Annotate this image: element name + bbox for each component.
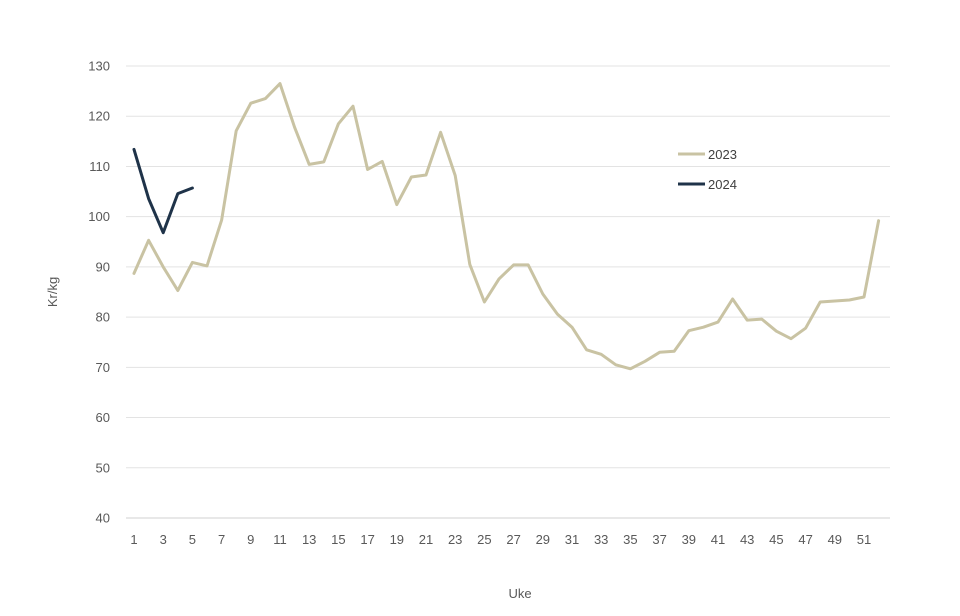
- x-tick-label: 51: [857, 532, 871, 547]
- x-tick-label: 29: [536, 532, 550, 547]
- y-tick-label: 100: [88, 209, 110, 224]
- x-tick-label: 33: [594, 532, 608, 547]
- x-tick-label: 27: [506, 532, 520, 547]
- series-line-2023: [132, 82, 881, 371]
- legend-label-2023: 2023: [708, 147, 737, 162]
- x-tick-label: 19: [390, 532, 404, 547]
- x-tick-label: 17: [360, 532, 374, 547]
- y-tick-label: 50: [96, 460, 110, 475]
- y-axis-ticks: 40 50 60 70 80 90 100 110 120 130: [88, 59, 110, 526]
- x-tick-label: 41: [711, 532, 725, 547]
- x-tick-label: 31: [565, 532, 579, 547]
- x-tick-label: 37: [652, 532, 666, 547]
- y-axis-title: Kr/kg: [45, 277, 60, 307]
- y-tick-label: 80: [96, 310, 110, 325]
- y-tick-label: 120: [88, 109, 110, 124]
- x-axis-title: Uke: [508, 586, 531, 601]
- x-axis-ticks: 1 3 5 7 9 11 13 15 17 19 21 23 25 27 29 31 33 35 37 39 41 43 4…: [130, 532, 871, 547]
- x-tick-label: 49: [828, 532, 842, 547]
- x-tick-label: 47: [798, 532, 812, 547]
- x-tick-label: 9: [247, 532, 254, 547]
- x-tick-label: 43: [740, 532, 754, 547]
- series-line-2024: [132, 147, 194, 235]
- x-tick-label: 13: [302, 532, 316, 547]
- y-tick-label: 60: [96, 410, 110, 425]
- x-tick-label: 3: [160, 532, 167, 547]
- series-lines: [132, 82, 881, 371]
- y-tick-label: 40: [96, 511, 110, 526]
- y-tick-label: 90: [96, 259, 110, 274]
- x-tick-label: 1: [130, 532, 137, 547]
- x-tick-label: 23: [448, 532, 462, 547]
- x-tick-label: 15: [331, 532, 345, 547]
- gridlines: [126, 65, 890, 519]
- x-tick-label: 7: [218, 532, 225, 547]
- x-tick-label: 35: [623, 532, 637, 547]
- x-tick-label: 21: [419, 532, 433, 547]
- x-tick-label: 11: [273, 532, 287, 547]
- y-tick-label: 110: [89, 159, 110, 174]
- legend-label-2024: 2024: [708, 177, 737, 192]
- x-tick-label: 39: [682, 532, 696, 547]
- x-tick-label: 25: [477, 532, 491, 547]
- x-tick-label: 5: [189, 532, 196, 547]
- y-tick-label: 130: [88, 59, 110, 74]
- legend: 2023 2024: [678, 147, 737, 192]
- x-tick-label: 45: [769, 532, 783, 547]
- y-tick-label: 70: [96, 360, 110, 375]
